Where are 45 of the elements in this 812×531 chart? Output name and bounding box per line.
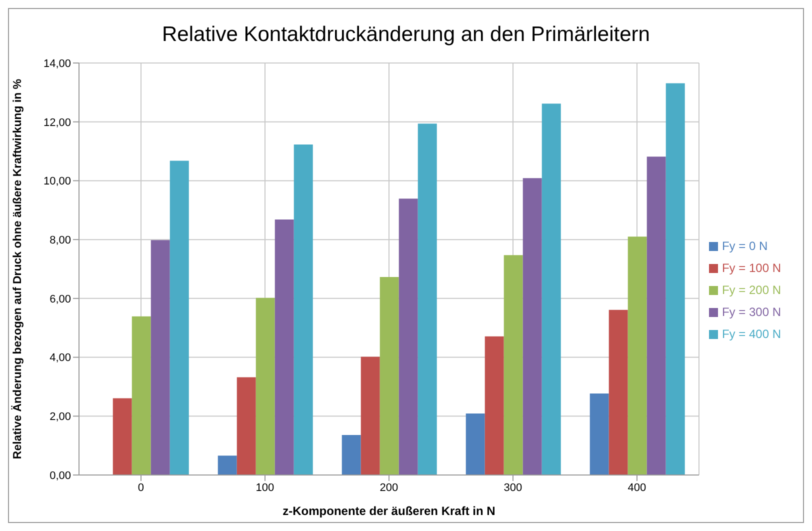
bar (380, 276, 399, 475)
bar (360, 356, 380, 475)
x-tick-label: 400 (628, 482, 646, 494)
bar (646, 156, 666, 475)
bar (112, 398, 132, 475)
y-tick-label: 0,00 (50, 470, 71, 482)
y-tick-label: 8,00 (50, 234, 71, 246)
bar (398, 198, 418, 475)
y-axis-title: Relative Änderung bezogen auf Druck ohne äußere Kraftwirkung in % (11, 78, 24, 460)
bar (256, 298, 275, 475)
x-tick-label: 100 (256, 482, 274, 494)
bar (418, 124, 437, 475)
bar (666, 83, 685, 475)
bar (504, 255, 523, 475)
bar (342, 434, 361, 475)
x-tick-label: 200 (380, 482, 398, 494)
bar (484, 336, 504, 475)
bar (608, 310, 628, 475)
legend-label: Fy = 200 N (722, 283, 781, 297)
bar (274, 220, 294, 475)
bar (150, 240, 170, 475)
legend-label: Fy = 400 N (722, 327, 781, 341)
y-tick-label: 6,00 (50, 293, 71, 306)
bar (170, 160, 189, 475)
legend-label: Fy = 100 N (722, 261, 781, 275)
x-tick-label: 300 (504, 482, 522, 494)
chart-title: Relative Kontaktdruckänderung an den Primärleitern (161, 22, 651, 48)
y-tick-label: 2,00 (50, 411, 71, 424)
bar (522, 178, 542, 475)
legend-label: Fy = 300 N (722, 305, 781, 319)
bar (628, 236, 647, 475)
y-tick-label: 4,00 (50, 352, 71, 364)
bar (132, 316, 151, 475)
bar (590, 393, 609, 475)
bar (218, 456, 237, 475)
x-tick-label: 0 (138, 482, 144, 494)
bar (294, 144, 313, 475)
bar (542, 104, 561, 475)
y-tick-label: 12,00 (43, 116, 71, 129)
x-axis-title: z-Komponente der äußeren Kraft in N (282, 504, 496, 518)
bar (236, 377, 256, 475)
y-tick-label: 14,00 (43, 58, 71, 70)
y-tick-label: 10,00 (43, 176, 71, 188)
legend-label: Fy = 0 N (722, 239, 768, 253)
bar (466, 413, 485, 475)
